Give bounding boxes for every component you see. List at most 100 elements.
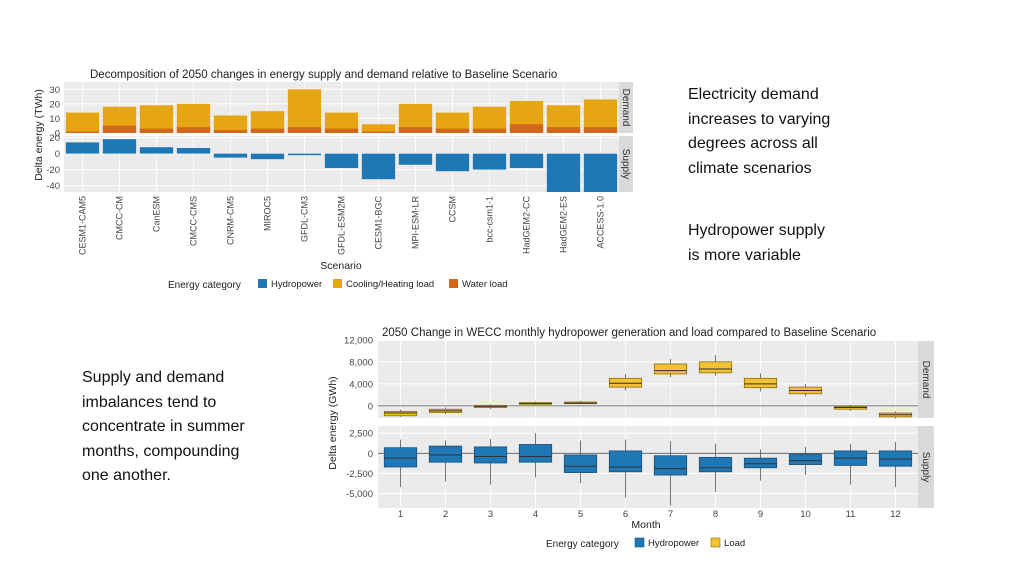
- box-body: [608, 377, 643, 388]
- water-bar: [472, 128, 507, 133]
- x-tick-label: CCSM: [448, 196, 458, 223]
- hydropower-bar: [472, 153, 507, 170]
- x-tick-label: 7: [668, 509, 673, 520]
- box-body: [518, 444, 553, 463]
- x-tick-label: 2: [443, 509, 448, 520]
- legend-title: Energy category: [546, 539, 619, 550]
- y-axis-title: Delta energy (TWh): [33, 89, 45, 181]
- x-tick-label: 10: [800, 509, 811, 520]
- hydropower-bar: [176, 148, 211, 154]
- water-bar: [398, 127, 433, 133]
- facet-strip: [918, 341, 934, 418]
- x-tick-label: CNRM-CM5: [226, 196, 236, 245]
- box-body: [653, 455, 688, 476]
- y-tick-label: 8,000: [349, 357, 373, 368]
- y-tick-label: 0: [55, 149, 60, 160]
- hydropower-bar: [139, 147, 174, 154]
- legend-label: Load: [724, 538, 745, 549]
- water-bar: [250, 128, 285, 133]
- legend-swatch: [634, 537, 645, 548]
- x-tick-label: 11: [846, 509, 856, 520]
- supply-panel: [378, 426, 918, 508]
- legend-swatch: [258, 279, 267, 288]
- y-tick-label: 30: [49, 85, 60, 96]
- water-bar: [435, 128, 470, 133]
- x-tick-label: 1: [398, 509, 403, 520]
- y-tick-label: 12,000: [344, 335, 373, 346]
- water-bar: [213, 130, 248, 133]
- x-tick-label: 12: [890, 509, 901, 520]
- legend-label: Cooling/Heating load: [346, 279, 434, 290]
- x-tick-label: CESM1-BGC: [374, 196, 384, 250]
- y-tick-label: -2,500: [346, 469, 373, 480]
- x-tick-label: ACCESS-1.0: [596, 196, 606, 249]
- imbalance-note: Supply and demand imbalances tend to con…: [82, 366, 312, 489]
- hydro-note-line: Hydropower supply: [688, 222, 825, 239]
- hydropower-bar: [102, 139, 137, 154]
- box-body: [743, 377, 778, 389]
- imbalance-note-line: Supply and demand: [82, 369, 225, 386]
- demand-note-line: degrees across all: [688, 135, 818, 152]
- facet-strip: [918, 426, 934, 508]
- box-body: [698, 456, 733, 473]
- cooling-bar: [65, 112, 100, 133]
- water-bar: [102, 125, 137, 133]
- x-tick-label: 8: [713, 509, 718, 520]
- cooling-bar: [139, 105, 174, 133]
- x-tick-label: 6: [623, 509, 628, 520]
- legend-swatch: [333, 279, 342, 288]
- hydropower-bar: [583, 153, 618, 192]
- water-bar: [287, 127, 322, 133]
- y-tick-label: -5,000: [346, 489, 373, 500]
- x-tick-label: HadGEM2-CC: [522, 196, 532, 255]
- legend-label: Hydropower: [648, 538, 699, 549]
- x-tick-label: CMCC-CMS: [189, 196, 199, 246]
- x-tick-label: MIROC5: [263, 196, 273, 231]
- cooling-bar: [361, 124, 396, 133]
- x-tick-label: GFDL-CM3: [300, 196, 310, 242]
- imbalance-note-line: concentrate in summer: [82, 418, 245, 435]
- box-body: [608, 450, 643, 473]
- y-tick-label: -40: [46, 181, 60, 192]
- hydropower-bar: [287, 153, 322, 156]
- demand-note: Electricity demand increases to varying …: [688, 83, 898, 181]
- x-tick-label: bcc-csm1-1: [485, 196, 495, 243]
- x-tick-label: CanESM: [152, 196, 162, 232]
- hydropower-bar: [324, 153, 359, 168]
- hydropower-bar: [65, 142, 100, 154]
- cooling-bar: [324, 112, 359, 133]
- y-axis-title: Delta energy (GWh): [327, 376, 339, 469]
- box-body: [563, 454, 598, 474]
- y-tick-label: 0: [368, 449, 373, 460]
- y-tick-label: 20: [49, 133, 60, 144]
- hydro-note: Hydropower supply is more variable: [688, 219, 898, 268]
- hydropower-bar: [250, 153, 285, 160]
- cooling-bar: [435, 112, 470, 133]
- imbalance-note-line: months, compounding: [82, 442, 240, 460]
- facet-strip: [619, 82, 633, 133]
- box-body: [788, 453, 823, 465]
- facet-strip: [619, 136, 633, 192]
- hydropower-bar: [398, 153, 433, 165]
- water-bar: [139, 128, 174, 133]
- water-bar: [324, 128, 359, 133]
- chart-title: 2050 Change in WECC monthly hydropower g…: [382, 327, 876, 339]
- facet-label: Supply: [620, 149, 631, 180]
- x-tick-label: 3: [488, 509, 493, 520]
- facet-label: Supply: [920, 452, 931, 483]
- box-body: [653, 363, 688, 375]
- x-tick-label: 9: [758, 509, 763, 520]
- x-axis-title: Scenario: [320, 260, 362, 272]
- water-bar: [176, 127, 211, 133]
- demand-panel: [378, 341, 918, 418]
- hydropower-bar: [361, 153, 396, 180]
- x-tick-label: 5: [578, 509, 583, 520]
- water-bar: [583, 127, 618, 133]
- x-tick-label: GFDL-ESM2M: [337, 196, 347, 255]
- demand-note-line: increases to varying: [688, 110, 831, 128]
- hydro-note-line: is more variable: [688, 246, 801, 264]
- imbalance-note-line: one another.: [82, 467, 171, 484]
- demand-note-line: climate scenarios: [688, 159, 812, 177]
- cooling-bar: [250, 111, 285, 133]
